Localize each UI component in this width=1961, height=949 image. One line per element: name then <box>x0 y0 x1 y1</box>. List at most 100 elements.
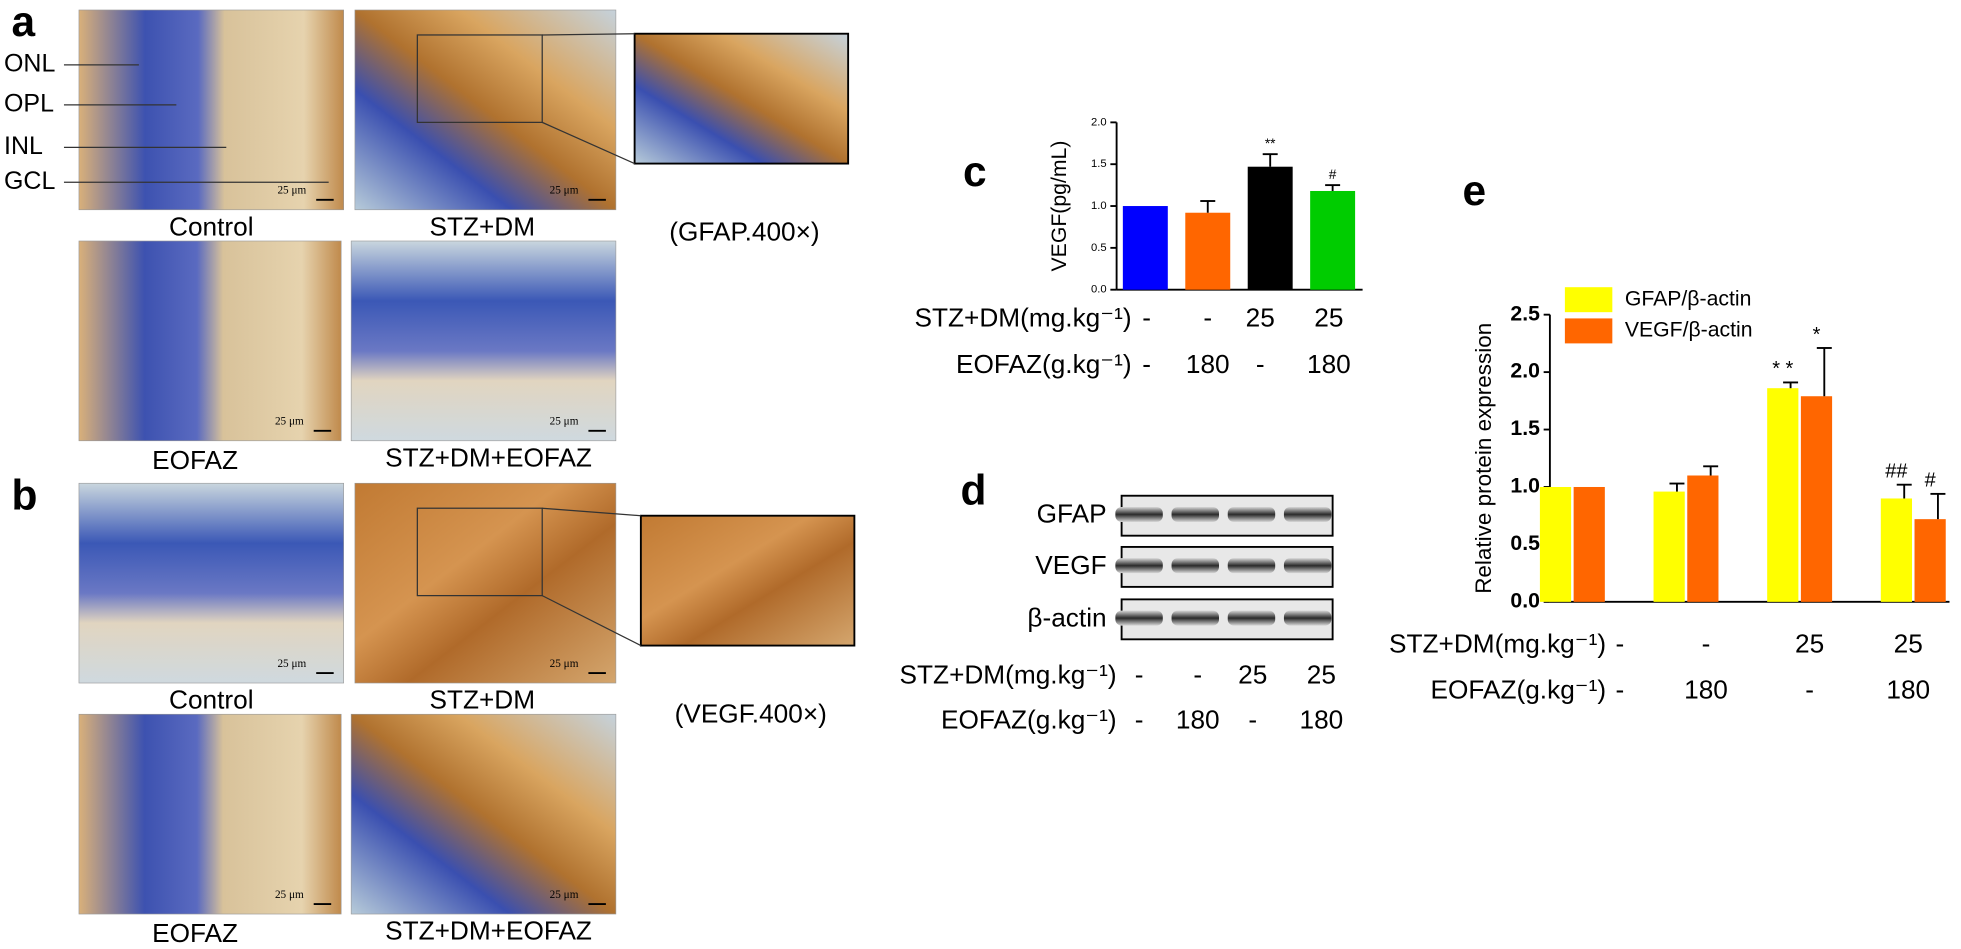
layer-label: GCL <box>4 167 55 195</box>
blot-band <box>1171 558 1219 574</box>
caption: Control <box>169 685 254 715</box>
inset-connector <box>542 507 641 517</box>
treatment-value: 180 <box>1886 675 1930 705</box>
treatment-value: - <box>1142 349 1151 379</box>
panel-letter: e <box>1462 167 1486 214</box>
treatment-label: STZ+DM(mg.kg⁻¹) <box>1389 628 1606 658</box>
legend-swatch <box>1564 287 1613 313</box>
caption: Control <box>169 211 254 241</box>
caption: STZ+DM+EOFAZ <box>385 442 592 472</box>
error-bar <box>1930 492 1946 520</box>
caption: EOFAZ <box>152 445 238 475</box>
micrograph <box>354 482 617 684</box>
magnification: (GFAP.400×) <box>669 216 819 246</box>
significance: * <box>1813 324 1821 346</box>
micrograph <box>350 713 617 915</box>
blot-band <box>1283 506 1332 522</box>
treatment-value: 180 <box>1684 675 1728 705</box>
error-bar <box>1703 465 1719 476</box>
bar <box>1653 491 1685 602</box>
treatment-value: - <box>1615 628 1624 658</box>
treatment-value: 25 <box>1238 660 1267 690</box>
blot-band <box>1283 610 1332 626</box>
inset <box>639 514 856 647</box>
micrograph <box>354 9 617 211</box>
treatment-value: 25 <box>1314 303 1343 333</box>
significance: ## <box>1885 460 1908 482</box>
caption: STZ+DM <box>429 685 535 715</box>
y-tick-label: 2.0 <box>1091 116 1107 128</box>
inset-connector <box>541 121 635 165</box>
bar <box>1247 166 1293 290</box>
band-label: VEGF <box>1035 550 1106 580</box>
treatment-value: 25 <box>1307 660 1336 690</box>
panel-letter: c <box>963 148 987 195</box>
inset-connector <box>541 595 642 647</box>
error-bar <box>1669 482 1685 492</box>
caption: EOFAZ <box>152 918 238 948</box>
error-bar <box>1816 347 1832 397</box>
treatment-label: EOFAZ(g.kg⁻¹) <box>1431 675 1607 705</box>
y-tick-label: 0.0 <box>1091 284 1107 296</box>
treatment-value: 180 <box>1300 705 1344 735</box>
panel-letter: a <box>12 0 36 45</box>
treatment-value: 180 <box>1176 705 1220 735</box>
inset <box>633 32 850 165</box>
error-bar <box>1896 483 1912 499</box>
bar <box>1539 486 1572 602</box>
scale-bar-label: 25 μm <box>550 416 579 428</box>
legend-label: GFAP/β-actin <box>1625 287 1752 310</box>
inset-connector <box>542 33 635 36</box>
treatment-value: 25 <box>1795 628 1824 658</box>
y-axis-label: VEGF(pg/mL) <box>1048 141 1071 272</box>
legend-swatch <box>1564 318 1613 344</box>
treatment-value: - <box>1248 705 1257 735</box>
layer-label: ONL <box>4 50 55 78</box>
blot-band <box>1227 506 1276 522</box>
treatment-value: - <box>1135 660 1144 690</box>
blot-band <box>1115 610 1163 626</box>
blot-band <box>1115 558 1163 574</box>
bar <box>1914 519 1946 602</box>
y-axis-label: Relative protein expression <box>1471 323 1496 594</box>
y-tick-label: 0.5 <box>1510 532 1540 555</box>
micrograph <box>78 9 344 211</box>
significance: ** <box>1265 136 1276 151</box>
treatment-value: - <box>1615 675 1624 705</box>
y-tick-label: 0.5 <box>1091 242 1107 254</box>
treatment-value: - <box>1193 660 1202 690</box>
blot-band <box>1227 558 1276 574</box>
treatment-value: 180 <box>1307 349 1351 379</box>
micrograph <box>78 240 342 442</box>
y-tick-label: 2.5 <box>1510 302 1540 325</box>
bar <box>1185 212 1231 290</box>
magnification: (VEGF.400×) <box>675 698 827 728</box>
y-tick-label: 0.0 <box>1510 589 1540 612</box>
scale-bar-label: 25 μm <box>275 416 304 428</box>
treatment-value: 25 <box>1246 303 1275 333</box>
blot-band <box>1171 506 1219 522</box>
error-bar <box>1200 200 1216 213</box>
y-tick-label: 1.5 <box>1510 417 1540 440</box>
treatment-label: STZ+DM(mg.kg⁻¹) <box>900 660 1117 690</box>
scale-bar-label: 25 μm <box>275 889 304 901</box>
treatment-value: - <box>1142 303 1151 333</box>
bar <box>1310 190 1356 290</box>
treatment-label: EOFAZ(g.kg⁻¹) <box>941 705 1117 735</box>
treatment-value: 180 <box>1186 349 1230 379</box>
band-label: β-actin <box>1027 602 1106 632</box>
treatment-value: - <box>1256 349 1265 379</box>
caption: STZ+DM <box>429 211 535 241</box>
error-bar <box>1325 184 1341 191</box>
bar <box>1767 388 1799 602</box>
scale-bar-label: 25 μm <box>550 185 579 197</box>
band-label: GFAP <box>1037 499 1107 529</box>
y-tick-label: 1.0 <box>1091 200 1107 212</box>
scale-bar-label: 25 μm <box>550 889 579 901</box>
bar <box>1880 498 1913 602</box>
micrograph <box>350 240 617 442</box>
panel-letter: d <box>961 466 987 513</box>
blot-band <box>1227 610 1276 626</box>
inset-box <box>416 34 543 123</box>
